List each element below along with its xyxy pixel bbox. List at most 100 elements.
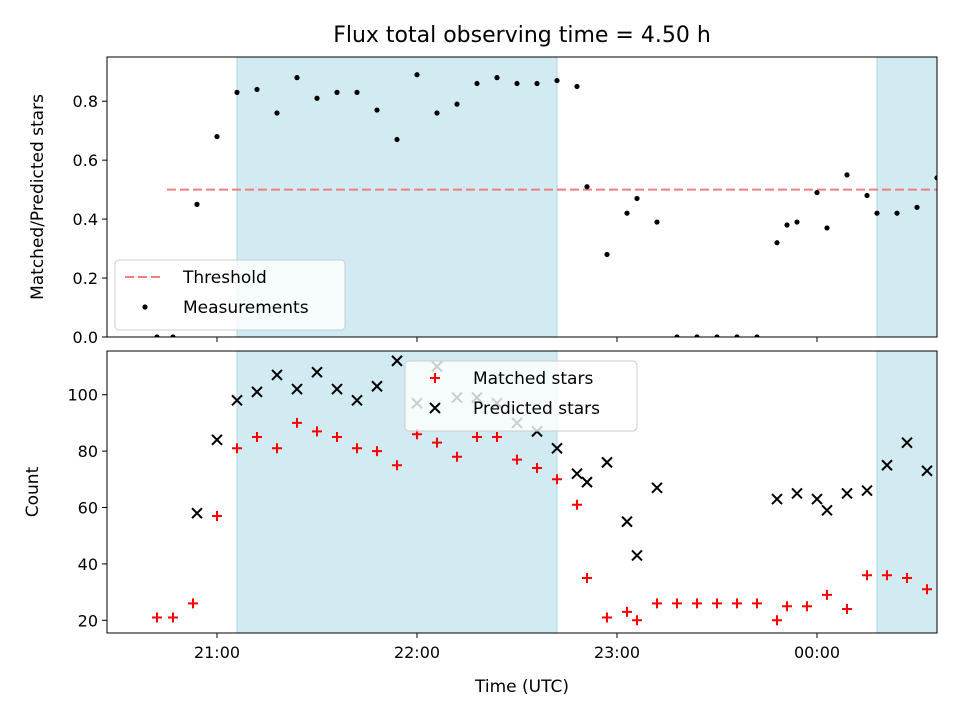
axes-frame — [106, 350, 938, 634]
measurement-point — [864, 192, 870, 199]
y-axis-label: Count — [23, 466, 43, 517]
predicted-stars-point — [271, 369, 283, 381]
measurement-point — [434, 110, 440, 116]
predicted-stars-point — [391, 355, 403, 367]
measurement-point — [474, 80, 480, 87]
matched-stars-point — [692, 598, 702, 609]
predicted-stars-point — [551, 442, 563, 454]
matched-stars-point — [942, 596, 952, 606]
measurement-point — [494, 75, 500, 81]
measurement-point — [534, 80, 540, 87]
predicted-stars-point — [351, 394, 363, 407]
matched-stars-point — [922, 584, 932, 595]
legend-box — [404, 360, 638, 432]
matched-stars-point — [572, 499, 582, 510]
measurement-point — [754, 334, 760, 337]
matched-stars-point — [632, 615, 642, 626]
series-dot — [154, 72, 937, 337]
y-tick-label: 40 — [78, 555, 98, 574]
matched-stars-point — [882, 570, 892, 581]
top-panel: 0.0 0.2 0.4 0.6 0.8 Matched/Predicted stars Th… — [28, 56, 938, 347]
y-tick-label: 100 — [67, 386, 98, 405]
matched-stars-point — [902, 573, 912, 584]
predicted-stars-point — [191, 507, 203, 519]
axes-frame — [106, 56, 938, 338]
measurement-point — [354, 89, 360, 95]
matched-stars-point — [168, 612, 178, 623]
matched-stars-point — [272, 443, 282, 454]
observing-window-1 — [877, 57, 937, 337]
matched-stars-point — [352, 443, 362, 454]
measurement-point — [624, 210, 630, 216]
predicted-stars-point — [841, 487, 853, 500]
measurement-point — [694, 334, 700, 337]
predicted-stars-point — [331, 383, 343, 395]
matched-stars-point — [672, 598, 682, 609]
y-tick-label: 0.0 — [73, 328, 98, 347]
measurement-point — [734, 334, 740, 337]
predicted-stars-point — [861, 484, 873, 497]
measurement-point — [374, 107, 380, 113]
matched-stars-point — [842, 604, 852, 615]
series-plus — [152, 417, 952, 626]
measurement-point — [794, 219, 800, 225]
predicted-stars-point — [821, 504, 833, 517]
predicted-stars-point — [571, 467, 583, 480]
y-tick-label: 20 — [78, 611, 98, 630]
measurement-point — [274, 110, 280, 116]
predicted-stars-point — [621, 515, 633, 528]
matched-stars-point — [432, 437, 442, 448]
matched-stars-point — [582, 573, 592, 584]
predicted-stars-point — [921, 465, 933, 477]
measurement-point — [914, 204, 920, 210]
measurement-point — [394, 136, 400, 143]
chart-title: Flux total observing time = 4.50 h — [333, 23, 711, 48]
measurement-point — [714, 334, 720, 337]
matched-stars-point — [392, 460, 402, 471]
measurement-point — [334, 89, 340, 95]
legend-entry-label: Matched stars — [473, 369, 593, 389]
measurement-point — [194, 201, 200, 207]
measurement-point — [584, 184, 590, 190]
matched-stars-point — [602, 612, 612, 623]
matched-stars-point — [452, 451, 462, 462]
measurement-point — [214, 133, 220, 140]
measurement-point — [784, 222, 790, 228]
matched-stars-point — [532, 463, 542, 474]
matched-stars-point — [752, 598, 762, 609]
matched-stars-point — [552, 474, 562, 485]
predicted-stars-point — [771, 493, 783, 505]
measurement-point — [874, 210, 880, 216]
predicted-stars-point — [942, 500, 952, 510]
matched-stars-point — [802, 601, 812, 612]
predicted-stars-point — [581, 476, 593, 488]
legend-box — [114, 259, 346, 331]
measurement-point — [170, 334, 176, 337]
matched-stars-point — [512, 454, 522, 465]
y-tick-label: 0.6 — [73, 151, 98, 170]
measurement-point — [814, 189, 820, 196]
matched-stars-point — [372, 446, 382, 457]
measurement-point — [414, 72, 420, 78]
matched-stars-point — [492, 432, 502, 443]
legend-predicted-swatch — [429, 402, 441, 414]
predicted-stars-point — [601, 456, 613, 469]
matched-stars-point — [152, 612, 162, 623]
matched-stars-point — [232, 443, 242, 454]
measurement-point — [314, 95, 320, 101]
legend-measurement-swatch — [142, 304, 148, 310]
predicted-stars-point — [881, 459, 893, 471]
measurement-point — [254, 86, 260, 93]
y-tick-label: 0.8 — [73, 92, 98, 111]
matched-stars-point — [652, 598, 662, 609]
predicted-stars-point — [651, 482, 663, 494]
bottom-panel: 2040608010021:0022:0023:0000:0001:0002:0… — [23, 350, 952, 662]
predicted-stars-point — [291, 383, 303, 395]
y-tick-label: 0.4 — [73, 210, 98, 229]
legend: Threshold Measurements — [114, 259, 346, 331]
measurement-point — [234, 89, 240, 95]
y-tick-label: 80 — [78, 442, 98, 461]
x-tick-label: 00:00 — [794, 643, 840, 662]
measurement-point — [154, 334, 160, 337]
predicted-stars-point — [811, 493, 823, 505]
